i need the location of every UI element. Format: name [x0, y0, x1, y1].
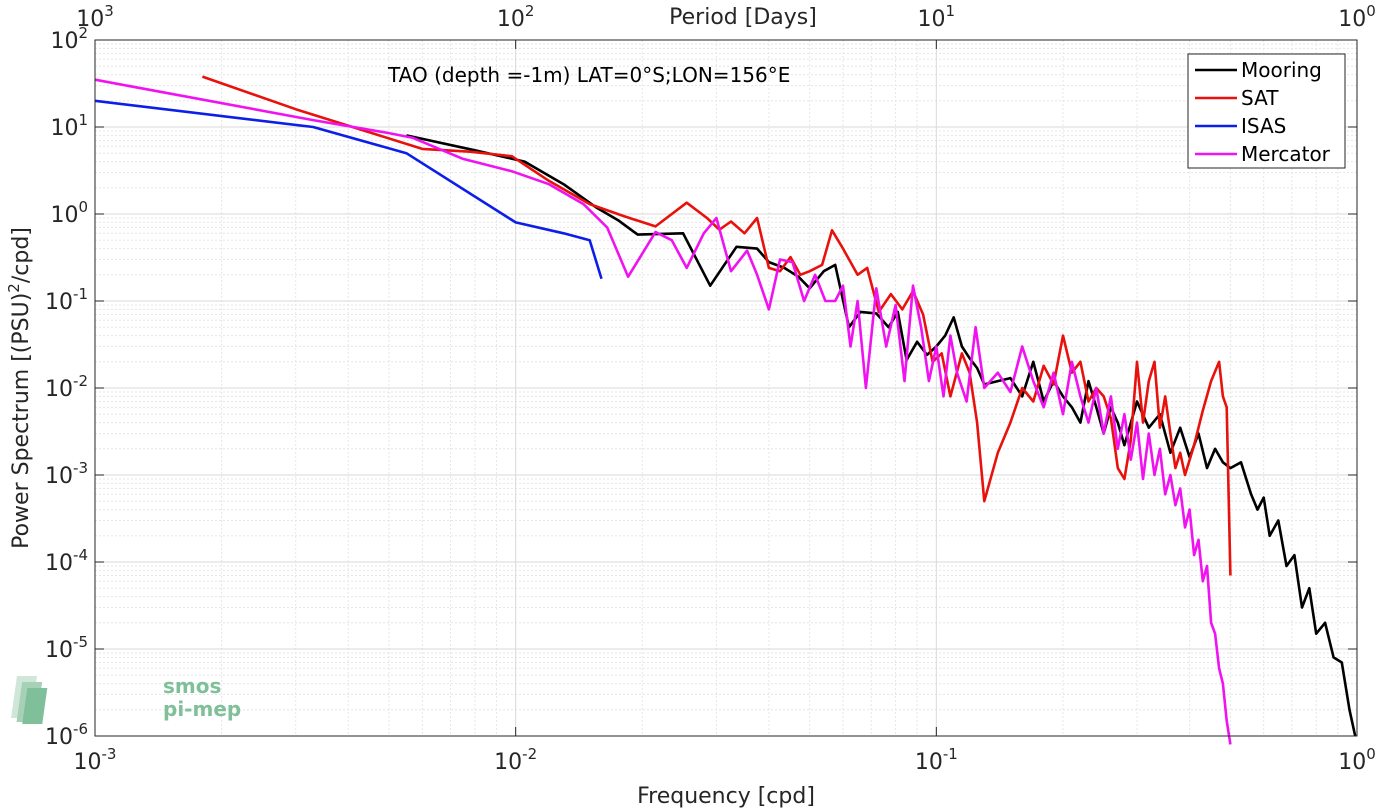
x-tick-label: 10-3	[74, 745, 117, 775]
legend-label-sat: SAT	[1241, 86, 1279, 110]
series-line-isas	[94, 99, 603, 280]
x-tick-label: 10-1	[915, 745, 958, 775]
y-tick-label: 101	[50, 111, 88, 141]
top-tick-label: 102	[497, 2, 535, 32]
x-tick-label: 10-2	[494, 745, 537, 775]
series-line-sat	[201, 75, 1232, 576]
y-axis-title-sup: 2	[5, 283, 23, 293]
series-line-mercator	[94, 78, 1232, 745]
y-axis-title-main: Power Spectrum [(PSU)	[9, 293, 34, 549]
y-axis-title-tail: /cpd]	[9, 227, 34, 283]
legend-box	[1187, 53, 1346, 169]
top-tick-label: 103	[76, 2, 114, 32]
y-tick-label: 10-3	[45, 459, 88, 489]
legend-label-mooring: Mooring	[1241, 58, 1322, 82]
x-tick-label: 100	[1338, 745, 1376, 775]
y-tick-label: 10-1	[45, 285, 88, 315]
legend-label-isas: ISAS	[1241, 114, 1286, 138]
logo-line1: smos	[163, 674, 221, 698]
top-tick-label: 101	[918, 2, 956, 32]
legend-label-mercator: Mercator	[1241, 142, 1331, 166]
y-tick-label: 102	[50, 24, 88, 54]
y-tick-label: 10-6	[45, 720, 88, 750]
axis-ticks	[94, 39, 1358, 737]
series-layer	[94, 75, 1357, 745]
x-axis-title: Frequency [cpd]	[637, 784, 815, 809]
y-tick-label: 10-4	[45, 546, 88, 576]
smos-pimep-logo: smos pi-mep	[11, 674, 241, 724]
logo-line2: pi-mep	[163, 697, 241, 721]
chart-annotation: TAO (depth =-1m) LAT=0°S;LON=156°E	[387, 63, 790, 87]
y-tick-label: 10-5	[45, 633, 88, 663]
y-axis-title: Power Spectrum [(PSU)2/cpd]	[5, 227, 34, 549]
y-tick-label: 100	[50, 198, 88, 228]
top-axis-title: Period [Days]	[669, 5, 817, 30]
legend: Mooring SAT ISAS Mercator	[1187, 53, 1346, 169]
y-tick-label: 10-2	[45, 372, 88, 402]
top-tick-label: 100	[1338, 2, 1376, 32]
legend-items: Mooring SAT ISAS Mercator	[1195, 58, 1331, 166]
